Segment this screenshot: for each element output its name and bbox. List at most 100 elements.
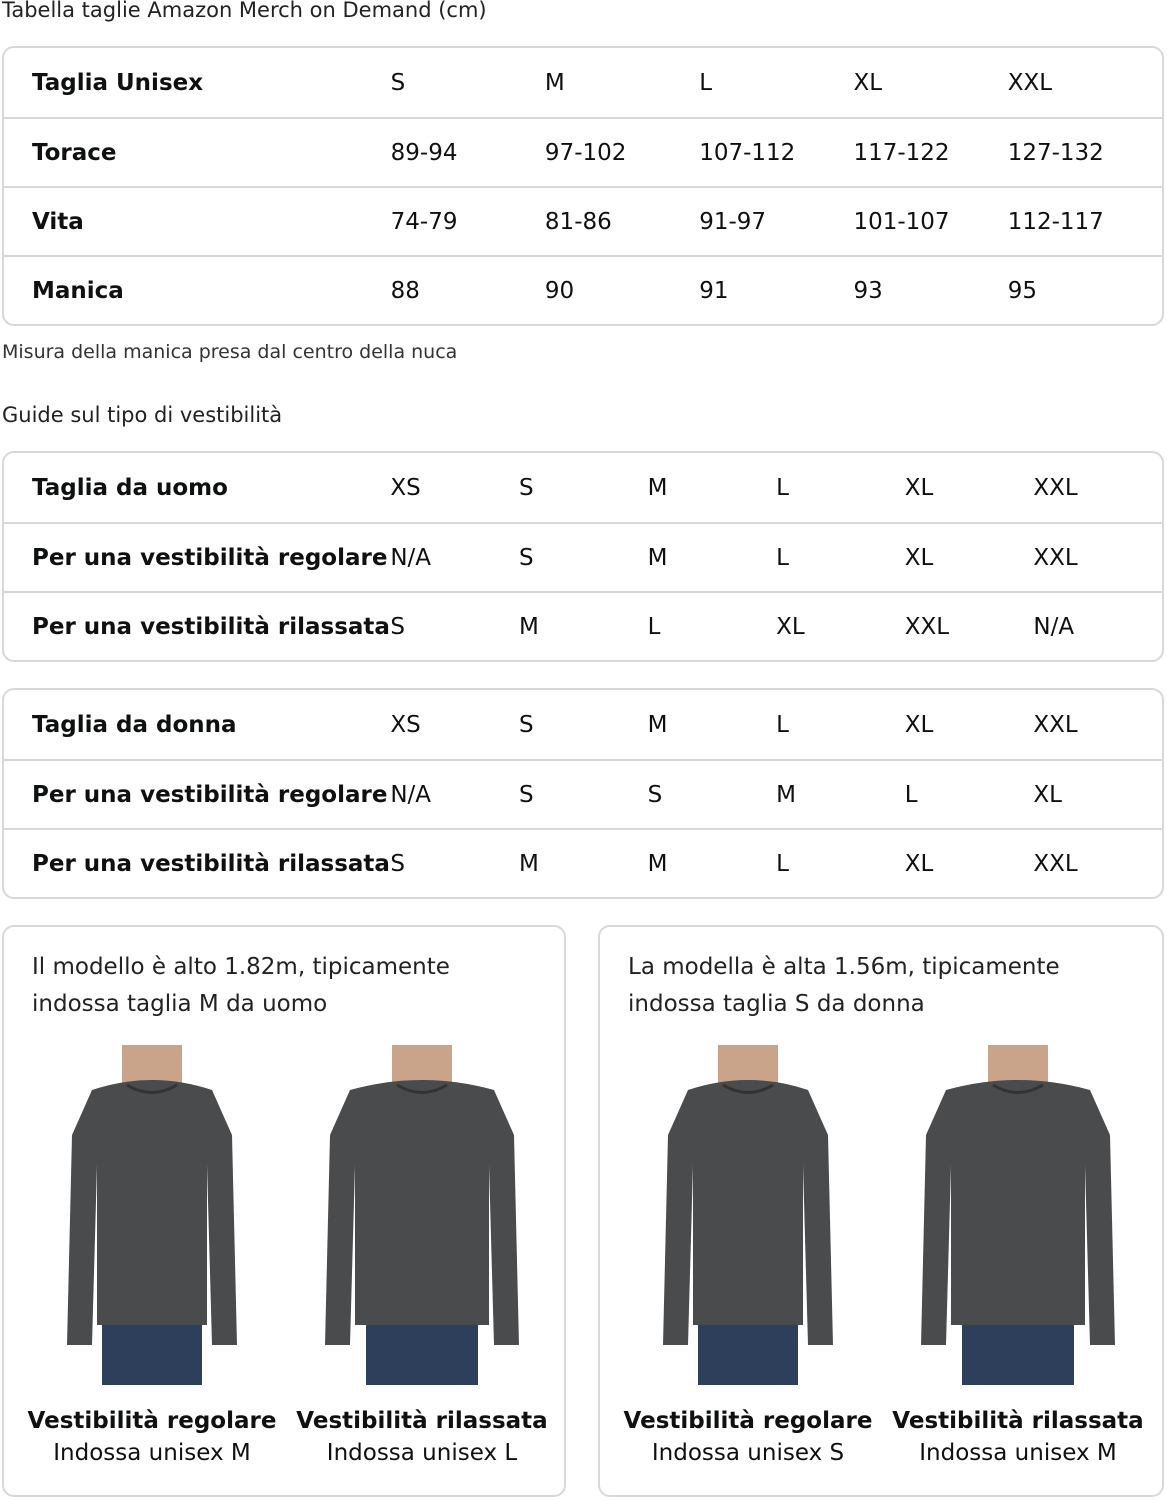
table-cell: 90 [544,277,575,304]
table-cell: 127-132 [1007,139,1104,166]
table-cell: XS [390,474,421,501]
table-cell: XXL [1033,474,1078,501]
model-caption: La modella è alta 1.56m, tipicamente indo… [628,949,1060,1023]
table-cell: 95 [1007,277,1037,304]
table-row: Taglia da donna XS S M L XL XXL [4,690,1162,759]
table-cell: XXL [1007,69,1053,96]
table-cell: M [518,850,539,877]
table-cell: XXL [1033,544,1078,571]
row-label: Per una vestibilità rilassata [32,613,390,640]
row-label: Manica [32,277,124,304]
caption-line: La modella è alta 1.56m, tipicamente [628,954,1060,980]
table-cell: M [518,613,539,640]
caption-line: Il modello è alto 1.82m, tipicamente [32,954,450,980]
table-cell: L [904,781,918,808]
table-cell: L [776,544,789,571]
table-cell: L [647,613,661,640]
worn-size: Indossa unisex S [651,1440,845,1466]
table-row: Per una vestibilità regolare N/A S M L XL XXL [4,522,1162,591]
table-row: Per una vestibilità rilassata S M M L XL XXL [4,828,1162,897]
table-cell: L [776,850,789,877]
fit-name: Vestibilità rilassata [296,1408,548,1434]
table-cell: S [647,781,663,808]
table-row: Torace 89-94 97-102 107-112 117-122 127-132 [4,117,1162,186]
table-cell: 101-107 [853,208,950,235]
women-fit-table: Taglia da donna XS S M L XL XXL Per una vestibi… [2,688,1164,899]
table-cell: 89-94 [390,139,458,166]
worn-size: Indossa unisex L [326,1440,518,1466]
caption-line: indossa taglia M da uomo [32,991,328,1017]
row-label: Torace [32,139,117,166]
table-cell: 88 [390,277,420,304]
men-model-card: Il modello è alto 1.82m, tipicamente indo… [2,925,566,1497]
table-cell: 81-86 [544,208,612,235]
table-cell: 97-102 [544,139,627,166]
fit-label: Vestibilità rilassata Indossa unisex L [292,1405,552,1469]
table-cell: XL [904,474,934,501]
table-row: Vita 74-79 81-86 91-97 101-107 112-117 [4,186,1162,255]
table-row: Per una vestibilità regolare N/A S S M L XL [4,759,1162,828]
table-cell: N/A [390,544,432,571]
table-cell: M [647,474,668,501]
model-photo [322,1045,522,1385]
table-cell: 107-112 [699,139,796,166]
table-cell: 112-117 [1007,208,1104,235]
table-cell: S [518,781,534,808]
table-cell: M [647,711,668,738]
fit-label: Vestibilità rilassata Indossa unisex M [888,1405,1148,1469]
model-photo [648,1045,848,1385]
table-row: Taglia Unisex S M L XL XXL [4,48,1162,117]
table-cell: S [518,711,534,738]
table-cell: 74-79 [390,208,458,235]
table-cell: M [647,850,668,877]
table-cell: M [776,781,797,808]
fit-guide-title: Guide sul tipo di vestibilità [2,403,283,427]
row-label: Taglia Unisex [32,69,204,96]
table-cell: XL [904,711,934,738]
row-label: Per una vestibilità rilassata [32,850,390,877]
unisex-size-table: Taglia Unisex S M L XL XXL Torace 89-94 97-102 10… [2,46,1164,326]
table-cell: S [390,613,405,640]
table-cell: 91-97 [699,208,767,235]
fit-label: Vestibilità regolare Indossa unisex M [22,1405,282,1469]
table-cell: XL [1033,781,1062,808]
fit-label: Vestibilità regolare Indossa unisex S [618,1405,878,1469]
table-cell: 91 [699,277,729,304]
table-cell: XS [390,711,421,738]
table-cell: N/A [390,781,432,808]
worn-size: Indossa unisex M [53,1440,251,1466]
table-cell: L [699,69,713,96]
men-fit-table: Taglia da uomo XS S M L XL XXL Per una vestibil… [2,451,1164,662]
model-photo [918,1045,1118,1385]
table-cell: S [390,69,406,96]
fit-name: Vestibilità regolare [623,1408,873,1434]
table-cell: 117-122 [853,139,950,166]
table-cell: XL [904,544,934,571]
table-cell: M [544,69,565,96]
row-label: Per una vestibilità regolare [32,544,388,571]
table-cell: L [776,711,789,738]
table-row: Manica 88 90 91 93 95 [4,255,1162,324]
table-cell: XL [853,69,883,96]
table-cell: XL [776,613,805,640]
fit-name: Vestibilità regolare [27,1408,277,1434]
model-photo [52,1045,252,1385]
table-cell: L [776,474,789,501]
table-cell: 93 [853,277,883,304]
table-cell: XL [904,850,934,877]
row-label: Vita [32,208,84,235]
page-title: Tabella taglie Amazon Merch on Demand (c… [2,0,487,22]
sleeve-note: Misura della manica presa dal centro del… [2,341,458,363]
table-cell: M [647,544,668,571]
table-cell: S [390,850,405,877]
table-cell: S [518,474,534,501]
row-label: Taglia da uomo [32,474,228,501]
women-model-card: La modella è alta 1.56m, tipicamente indo… [598,925,1164,1497]
table-cell: S [518,544,534,571]
worn-size: Indossa unisex M [919,1440,1117,1466]
table-cell: N/A [1033,613,1075,640]
table-row: Per una vestibilità rilassata S M L XL XXL N/A [4,591,1162,660]
row-label: Per una vestibilità regolare [32,781,388,808]
table-cell: XXL [1033,711,1078,738]
table-row: Taglia da uomo XS S M L XL XXL [4,453,1162,522]
